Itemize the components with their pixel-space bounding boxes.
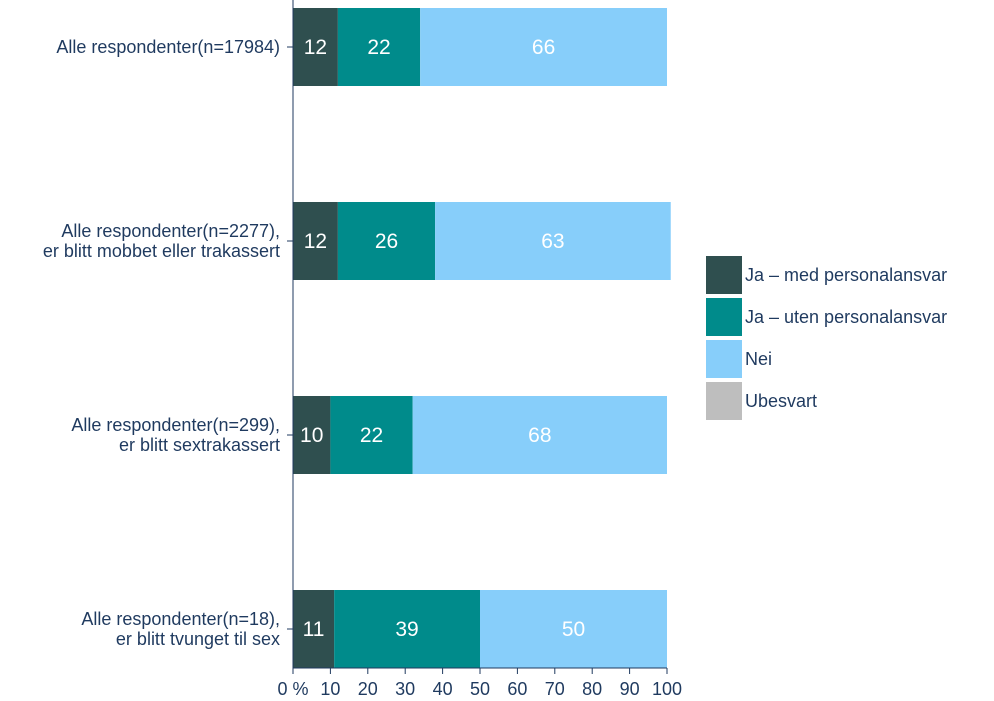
bar-segment bbox=[293, 8, 338, 86]
legend-label: Nei bbox=[745, 349, 772, 369]
bar-segment bbox=[293, 202, 338, 280]
x-tick-label: 30 bbox=[395, 679, 415, 699]
x-tick-label: 80 bbox=[582, 679, 602, 699]
bar-segment bbox=[480, 590, 667, 668]
category-labels: Alle respondenter(n=17984) Alle responden… bbox=[43, 37, 293, 649]
bar-segment bbox=[420, 8, 667, 86]
bar-value-label: 39 bbox=[395, 618, 418, 641]
legend-swatch bbox=[706, 256, 742, 294]
bar-segment bbox=[293, 590, 335, 668]
x-tick-label: 60 bbox=[507, 679, 527, 699]
x-tick-label: 40 bbox=[433, 679, 453, 699]
bar-value-label: 26 bbox=[375, 230, 398, 253]
bar-value-label: 11 bbox=[303, 618, 325, 641]
bar-segment bbox=[334, 590, 480, 668]
x-tick-label: 20 bbox=[358, 679, 378, 699]
category-label: Alle respondenter(n=17984) bbox=[56, 37, 280, 57]
x-tick-label: 100 bbox=[652, 679, 682, 699]
x-tick-label: 70 bbox=[545, 679, 565, 699]
x-tick-label: 50 bbox=[470, 679, 490, 699]
x-tick-label: 10 bbox=[320, 679, 340, 699]
category-label: Alle respondenter(n=18), er blitt tvunget… bbox=[81, 609, 280, 649]
bar-value-label: 68 bbox=[528, 424, 551, 447]
bar-segment bbox=[412, 396, 667, 474]
x-tick-label: 0 % bbox=[277, 679, 308, 699]
bar-value-label: 12 bbox=[304, 36, 327, 59]
legend-label: Ja – uten personalansvar bbox=[745, 307, 947, 327]
legend-swatch bbox=[706, 340, 742, 378]
bar-value-label: 10 bbox=[300, 424, 323, 447]
legend: Ja – med personalansvar Ja – uten persona… bbox=[706, 256, 947, 420]
category-label: Alle respondenter(n=299), er blitt sextra… bbox=[71, 415, 280, 455]
legend-label: Ubesvart bbox=[745, 391, 817, 411]
bar-value-label: 12 bbox=[304, 230, 327, 253]
legend-swatch bbox=[706, 382, 742, 420]
category-label: Alle respondenter(n=2277), er blitt mobbe… bbox=[43, 221, 280, 261]
x-axis: 0 % 10 20 30 40 50 60 70 80 90 100 bbox=[277, 0, 682, 699]
legend-label: Ja – med personalansvar bbox=[745, 265, 947, 285]
bar-value-label: 66 bbox=[532, 36, 555, 59]
bar-value-label: 63 bbox=[541, 230, 564, 253]
bar-segment bbox=[330, 396, 413, 474]
bar-value-label: 22 bbox=[367, 36, 390, 59]
legend-swatch bbox=[706, 298, 742, 336]
bar-segment bbox=[435, 202, 671, 280]
bars-layer: 12 22 66 12 26 63 10 22 68 11 39 50 bbox=[293, 8, 671, 668]
bar-segment bbox=[293, 396, 331, 474]
bar-segment bbox=[337, 8, 421, 86]
bar-segment bbox=[337, 202, 436, 280]
x-tick-label: 90 bbox=[620, 679, 640, 699]
bar-value-label: 50 bbox=[562, 618, 585, 641]
bar-value-label: 22 bbox=[360, 424, 383, 447]
